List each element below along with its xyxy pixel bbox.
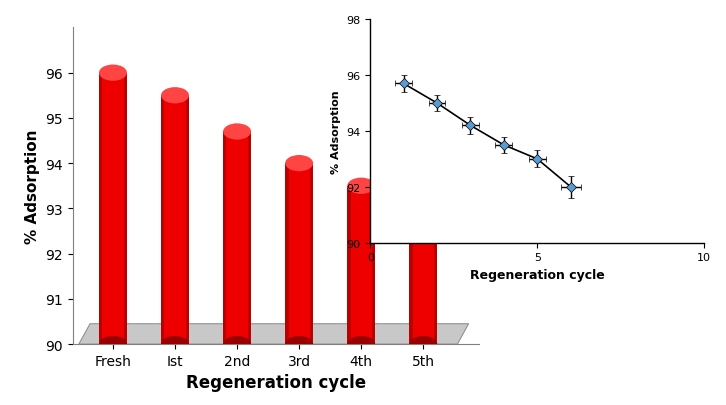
Polygon shape <box>161 96 189 344</box>
Polygon shape <box>99 73 127 344</box>
Polygon shape <box>285 164 313 344</box>
Polygon shape <box>223 132 227 344</box>
Polygon shape <box>434 231 437 344</box>
Ellipse shape <box>99 336 127 352</box>
Ellipse shape <box>99 65 127 81</box>
Y-axis label: % Adsorption: % Adsorption <box>25 129 40 243</box>
Ellipse shape <box>161 88 189 104</box>
Ellipse shape <box>223 336 251 352</box>
Y-axis label: % Adsorption: % Adsorption <box>331 90 340 173</box>
Polygon shape <box>372 186 375 344</box>
Polygon shape <box>123 73 127 344</box>
Ellipse shape <box>347 336 375 352</box>
Ellipse shape <box>223 124 251 140</box>
Polygon shape <box>347 186 351 344</box>
Polygon shape <box>248 132 251 344</box>
Ellipse shape <box>285 156 313 172</box>
X-axis label: Regeneration cycle: Regeneration cycle <box>186 373 366 391</box>
X-axis label: Regeneration cycle: Regeneration cycle <box>470 268 605 281</box>
Polygon shape <box>186 96 189 344</box>
Polygon shape <box>409 231 412 344</box>
Polygon shape <box>79 324 468 344</box>
Ellipse shape <box>285 336 313 352</box>
Ellipse shape <box>409 336 437 352</box>
Polygon shape <box>409 231 437 344</box>
Ellipse shape <box>347 178 375 194</box>
Polygon shape <box>285 164 288 344</box>
Polygon shape <box>161 96 164 344</box>
Polygon shape <box>310 164 313 344</box>
Polygon shape <box>223 132 251 344</box>
Polygon shape <box>99 73 102 344</box>
Ellipse shape <box>409 223 437 239</box>
Polygon shape <box>347 186 375 344</box>
Ellipse shape <box>161 336 189 352</box>
